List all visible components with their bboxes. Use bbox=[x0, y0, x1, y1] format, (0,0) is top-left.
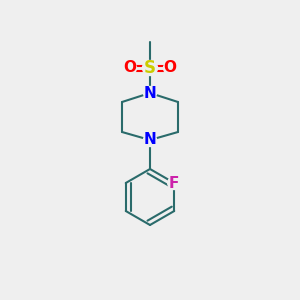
Circle shape bbox=[142, 61, 158, 76]
Text: O: O bbox=[124, 61, 136, 76]
Circle shape bbox=[164, 61, 176, 74]
Text: S: S bbox=[144, 59, 156, 77]
Text: N: N bbox=[144, 85, 156, 100]
Text: O: O bbox=[164, 61, 176, 76]
Text: N: N bbox=[144, 133, 156, 148]
Circle shape bbox=[143, 86, 157, 100]
Circle shape bbox=[168, 176, 181, 190]
Circle shape bbox=[124, 61, 136, 74]
Text: F: F bbox=[169, 176, 179, 190]
Circle shape bbox=[143, 134, 157, 146]
